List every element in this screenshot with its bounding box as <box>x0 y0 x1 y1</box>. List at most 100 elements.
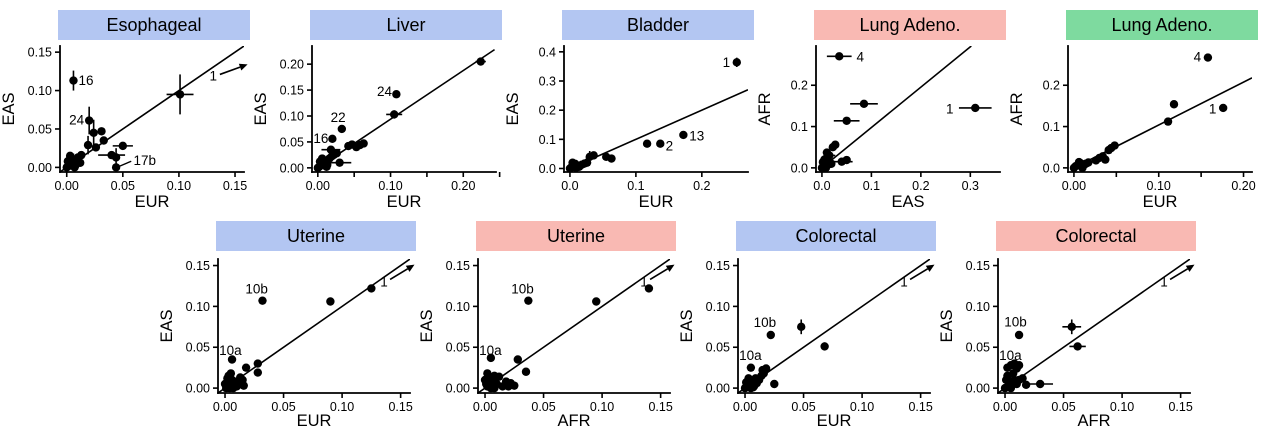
x-tick-label: 0.10 <box>850 400 874 414</box>
data-point <box>315 157 325 166</box>
panel-title: Lung Adeno. <box>859 14 961 35</box>
y-tick-label: 0.05 <box>28 122 52 136</box>
point-label: 1 <box>1209 102 1217 117</box>
y-tick-label: 0.10 <box>966 300 990 314</box>
data-point <box>99 136 108 145</box>
data-point <box>1091 156 1101 165</box>
panel-uterine-eas-vs-eur: Uterine 0.00 0.05 0.10 0.15 0.00 0.05 0.10 0.15… <box>158 212 418 435</box>
x-tick-label: 0.10 <box>167 179 191 193</box>
y-tick-label: 0.4 <box>539 45 556 59</box>
data-point <box>1001 375 1011 385</box>
data-point <box>1067 322 1076 332</box>
panel-title-banner: Lung Adeno. <box>1066 10 1258 40</box>
data-point <box>513 355 523 364</box>
point-label: 10b <box>1004 314 1027 329</box>
data-point <box>225 383 234 393</box>
x-axis-title: EUR <box>297 412 332 430</box>
data-point <box>1104 145 1113 155</box>
y-tick-label: 0.0 <box>791 161 808 175</box>
data-point <box>820 155 829 164</box>
x-tick-label: 0.20 <box>1231 179 1255 193</box>
x-tick-label: 0.1 <box>863 179 880 193</box>
y-tick-label: 0.1 <box>1043 120 1060 134</box>
point-label: 17b <box>133 153 156 168</box>
point-label: 24 <box>377 84 393 99</box>
y-tick-label: 0.00 <box>966 382 990 396</box>
point-label: 1 <box>380 274 388 289</box>
data-point <box>1014 361 1024 370</box>
panel-title-banner: Esophageal <box>58 10 250 40</box>
data-point <box>175 90 185 99</box>
y-tick-label: 0.15 <box>186 259 210 273</box>
data-point <box>732 58 741 67</box>
y-tick-label: 0.00 <box>446 382 470 396</box>
y-axis-title: EAS <box>0 92 18 125</box>
data-point <box>746 363 756 372</box>
y-axis-title: EAS <box>252 92 270 125</box>
panel-lung-adeno-afr-vs-eas: Lung Adeno. 0.0 0.1 0.2 0.3 0.0 0.1 0.2 EAS AFR 4… <box>756 0 1008 212</box>
x-tick-label: 0.00 <box>213 400 237 414</box>
x-tick-label: 0.10 <box>1110 400 1134 414</box>
y-axis-title: AFR <box>1008 92 1026 125</box>
row-bottom: Uterine 0.00 0.05 0.10 0.15 0.00 0.05 0.10 0.15… <box>0 212 1261 435</box>
offscale-arrow-head <box>238 63 248 71</box>
data-point <box>524 296 533 305</box>
data-point <box>107 150 116 160</box>
y-tick-label: 0.05 <box>706 341 730 355</box>
data-point <box>822 148 832 157</box>
point-label: 10b <box>511 282 534 297</box>
panel-title-banner: Lung Adeno. <box>814 10 1006 40</box>
label-leader-line <box>119 160 132 167</box>
data-point <box>326 297 335 306</box>
y-axis-title: EAS <box>678 309 696 342</box>
identity-line <box>478 259 670 393</box>
y-tick-label: 0.0 <box>539 162 556 176</box>
y-tick-label: 0.10 <box>706 300 730 314</box>
identity-line <box>569 89 748 170</box>
data-point <box>70 163 79 172</box>
data-point <box>328 134 337 144</box>
x-tick-label: 0.3 <box>962 179 979 193</box>
panel-title: Uterine <box>286 225 346 246</box>
offscale-arrow-shaft <box>389 268 409 281</box>
x-axis-title: EUR <box>639 193 674 211</box>
point-label: 1 <box>1160 274 1168 289</box>
panel-title-banner: Colorectal <box>736 221 936 251</box>
x-tick-label: 0.00 <box>993 400 1017 414</box>
y-tick-label: 0.00 <box>280 161 304 175</box>
data-point <box>1169 100 1179 109</box>
data-point <box>483 369 492 378</box>
x-tick-label: 0.05 <box>791 400 815 414</box>
data-point <box>1078 163 1087 173</box>
panel-title: Esophageal <box>106 14 202 35</box>
scatter-plot-lung-adeno-eur: 0.00 0.10 0.20 0.0 0.1 0.2 EUR AFR 4 1 <box>1008 45 1256 211</box>
y-tick-label: 0.00 <box>186 382 210 396</box>
point-label: 22 <box>331 110 346 125</box>
scatter-plot-bladder: 0.0 0.1 0.2 0.0 0.1 0.2 0.3 0.4 EUR EAS 1 13 2 <box>504 45 749 211</box>
data-point <box>1218 103 1228 113</box>
scatter-plot-colorectal-afr: 0.00 0.05 0.10 0.15 0.00 0.05 0.10 0.15 AFR EAS 10… <box>938 258 1195 430</box>
data-point <box>253 368 263 377</box>
offscale-arrow-head <box>1185 264 1195 272</box>
y-axis-title: EAS <box>938 309 956 342</box>
data-point <box>589 151 598 160</box>
data-point <box>1101 155 1110 164</box>
panel-uterine-eas-vs-afr: Uterine 0.00 0.05 0.10 0.15 0.00 0.05 0.10 0.15… <box>418 212 678 435</box>
data-point <box>239 381 248 390</box>
data-point <box>1018 374 1027 383</box>
data-point <box>749 383 758 392</box>
data-point <box>1163 117 1173 126</box>
data-point <box>332 149 341 158</box>
identity-line <box>218 259 410 393</box>
x-axis-title: EUR <box>135 193 170 211</box>
offscale-arrow-shaft <box>219 66 241 76</box>
data-point <box>1035 379 1045 389</box>
scatter-plot-esophageal: 0.00 0.05 0.10 0.15 0.00 0.05 0.10 0.15 EUR EAS 16… <box>0 45 248 211</box>
offscale-arrow-head <box>665 264 675 272</box>
scatter-plot-uterine-eur: 0.00 0.05 0.10 0.15 0.00 0.05 0.10 0.15 EUR EAS 10… <box>158 258 415 430</box>
data-point <box>494 372 504 381</box>
data-point <box>335 158 344 167</box>
data-point <box>592 297 601 306</box>
x-tick-label: 0.05 <box>531 400 555 414</box>
